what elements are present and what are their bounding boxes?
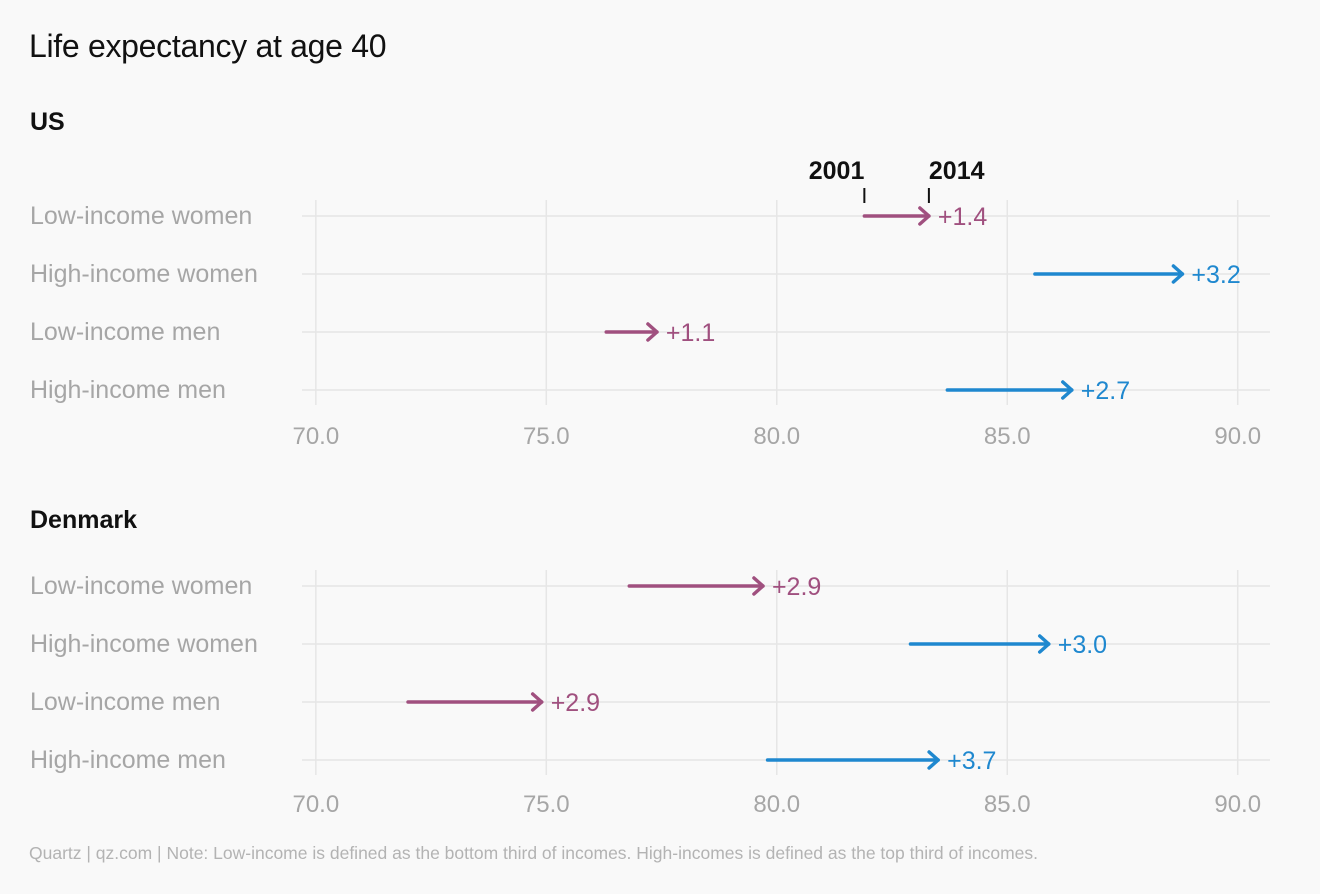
x-tick-label: 80.0 — [753, 791, 800, 818]
change-label: +2.7 — [1081, 377, 1130, 405]
arrow-head — [927, 750, 940, 770]
change-label: +3.7 — [947, 747, 996, 775]
x-tick-label: 85.0 — [984, 423, 1031, 450]
arrow-head — [1037, 634, 1051, 654]
change-label: +2.9 — [772, 573, 821, 601]
arrow-head — [918, 206, 931, 226]
change-label: +2.9 — [551, 689, 600, 717]
x-tick-label: 90.0 — [1214, 423, 1261, 450]
arrow-head — [752, 576, 765, 596]
x-tick-label: 70.0 — [292, 791, 339, 818]
x-tick-label: 75.0 — [523, 791, 570, 818]
row-label: Low-income men — [30, 318, 220, 346]
row-label: High-income men — [30, 376, 226, 404]
change-label: +3.0 — [1058, 631, 1107, 659]
row-label: High-income women — [30, 630, 258, 658]
arrow-head — [1061, 380, 1074, 400]
panel-title-denmark: Denmark — [30, 506, 137, 534]
x-tick-label: 85.0 — [984, 791, 1031, 818]
arrow-head — [646, 322, 659, 342]
row-label: Low-income women — [30, 572, 252, 600]
arrow-head — [530, 692, 544, 712]
arrow-head — [1171, 264, 1185, 284]
row-label: High-income women — [30, 260, 258, 288]
row-label: Low-income men — [30, 688, 220, 716]
chart-title: Life expectancy at age 40 — [29, 28, 387, 64]
row-label: High-income men — [30, 746, 226, 774]
year-label-end: 2014 — [929, 157, 985, 185]
row-label: Low-income women — [30, 202, 252, 230]
x-tick-label: 75.0 — [523, 423, 570, 450]
x-tick-label: 80.0 — [753, 423, 800, 450]
panel-title-us: US — [30, 108, 65, 136]
x-tick-label: 90.0 — [1214, 791, 1261, 818]
footer-note: Quartz | qz.com | Note: Low-income is de… — [29, 843, 1039, 863]
change-label: +3.2 — [1191, 261, 1240, 289]
change-label: +1.1 — [666, 319, 715, 347]
x-tick-label: 70.0 — [292, 423, 339, 450]
year-label-start: 2001 — [809, 157, 865, 185]
change-label: +1.4 — [938, 203, 987, 231]
